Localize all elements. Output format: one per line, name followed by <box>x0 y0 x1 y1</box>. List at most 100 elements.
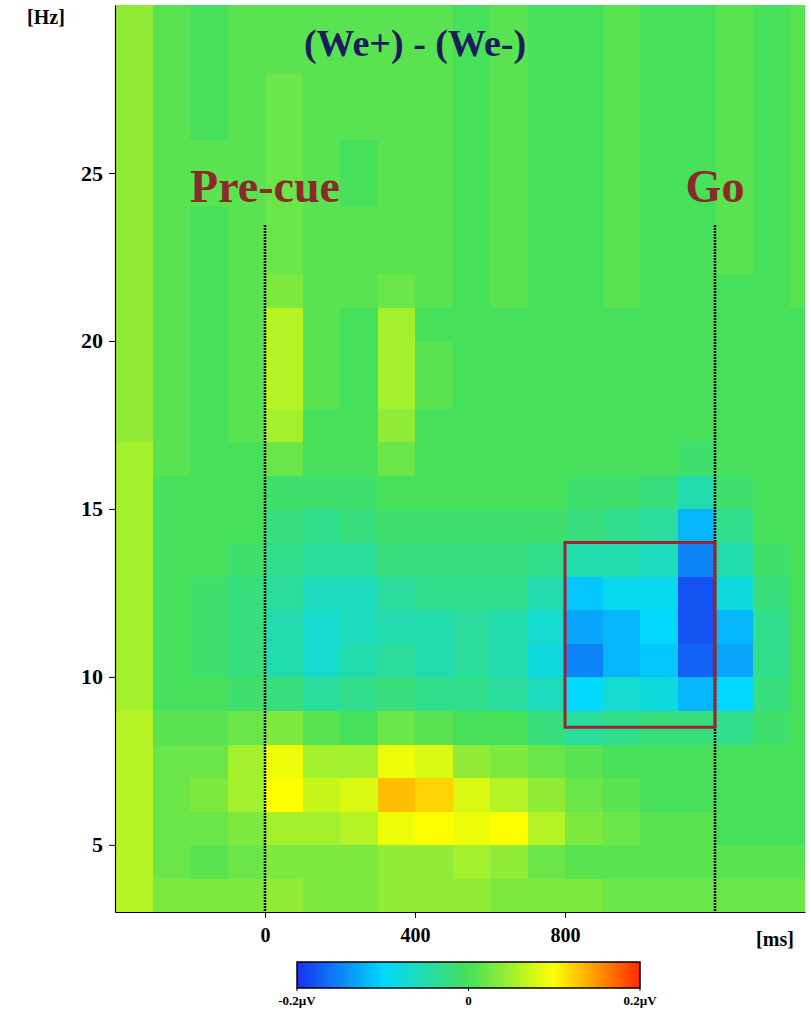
heatmap-cell <box>303 576 341 610</box>
heatmap-cell <box>453 72 491 106</box>
heatmap-cell <box>715 643 753 677</box>
heatmap-cell <box>153 811 191 845</box>
heatmap-cell <box>490 173 528 207</box>
heatmap-cell <box>678 509 716 543</box>
heatmap-cell <box>565 442 603 476</box>
colorbar-tick-label: 0.2µV <box>623 993 657 1008</box>
heatmap-cell <box>115 811 153 845</box>
heatmap-cell <box>115 39 153 73</box>
heatmap-cell <box>340 542 378 576</box>
heatmap-cell <box>753 274 791 308</box>
heatmap-cell <box>528 72 566 106</box>
heatmap-cell <box>378 442 416 476</box>
heatmap-cell <box>228 744 266 778</box>
heatmap-cell <box>115 442 153 476</box>
heatmap-cell <box>340 744 378 778</box>
heatmap-cell <box>753 576 791 610</box>
heatmap-cell <box>603 307 641 341</box>
heatmap-cell <box>115 677 153 711</box>
heatmap-cell <box>715 811 753 845</box>
heatmap-cell <box>753 542 791 576</box>
heatmap-cell <box>153 375 191 409</box>
heatmap-cell <box>115 509 153 543</box>
heatmap-cell <box>715 72 753 106</box>
heatmap-cell <box>228 710 266 744</box>
heatmap-cell <box>190 878 228 912</box>
heatmap-cell <box>603 274 641 308</box>
heatmap-cell <box>678 240 716 274</box>
heatmap-cell <box>753 106 791 140</box>
heatmap-cell <box>378 643 416 677</box>
heatmap-cell <box>565 475 603 509</box>
heatmap-cell <box>678 39 716 73</box>
heatmap-cell <box>715 744 753 778</box>
heatmap-cell <box>415 240 453 274</box>
heatmap-cell <box>603 341 641 375</box>
heatmap-cell <box>640 643 678 677</box>
heatmap-cell <box>265 240 303 274</box>
heatmap-cell <box>528 643 566 677</box>
heatmap-cell <box>453 475 491 509</box>
heatmap-cell <box>153 307 191 341</box>
heatmap-cell <box>790 139 805 173</box>
heatmap-cell <box>228 240 266 274</box>
heatmap-cell <box>640 240 678 274</box>
heatmap-cell <box>415 72 453 106</box>
heatmap-cell <box>678 341 716 375</box>
heatmap-cell <box>265 475 303 509</box>
heatmap-cell <box>340 341 378 375</box>
heatmap-cell <box>790 677 805 711</box>
heatmap-cell <box>715 408 753 442</box>
heatmap-cell <box>340 375 378 409</box>
heatmap-cell <box>678 5 716 39</box>
heatmap-cell <box>415 408 453 442</box>
heatmap-cell <box>303 744 341 778</box>
heatmap-cell <box>640 509 678 543</box>
heatmap-cell <box>190 442 228 476</box>
heatmap-cell <box>453 509 491 543</box>
heatmap-cell <box>303 375 341 409</box>
heatmap-cell <box>790 509 805 543</box>
heatmap-cell <box>190 39 228 73</box>
heatmap-cell <box>190 811 228 845</box>
heatmap-cell <box>715 610 753 644</box>
heatmap-cell <box>378 576 416 610</box>
heatmap-cell <box>228 610 266 644</box>
heatmap-cell <box>490 106 528 140</box>
heatmap-cell <box>190 576 228 610</box>
heatmap-cell <box>790 778 805 812</box>
heatmap-cell <box>565 576 603 610</box>
heatmap-cell <box>415 139 453 173</box>
tick-label: 15 <box>81 496 103 521</box>
heatmap-cell <box>678 72 716 106</box>
heatmap-cell <box>153 878 191 912</box>
heatmap-cell <box>228 375 266 409</box>
heatmap-cell <box>378 542 416 576</box>
heatmap-cell <box>265 509 303 543</box>
heatmap-cell <box>528 207 566 241</box>
heatmap-cell <box>415 442 453 476</box>
x-axis-line <box>116 912 806 913</box>
tick: 25 <box>81 161 115 186</box>
heatmap-cell <box>115 643 153 677</box>
heatmap-cell <box>790 5 805 39</box>
heatmap-cell <box>790 610 805 644</box>
heatmap-cell <box>415 845 453 879</box>
heatmap-cell <box>565 106 603 140</box>
heatmap-cell <box>790 274 805 308</box>
heatmap-cell <box>490 845 528 879</box>
heatmap-cells <box>115 5 805 912</box>
heatmap-cell <box>453 811 491 845</box>
heatmap-cell <box>153 72 191 106</box>
heatmap-cell <box>190 106 228 140</box>
heatmap-cell <box>453 710 491 744</box>
heatmap-cell <box>415 878 453 912</box>
heatmap-cell <box>790 442 805 476</box>
heatmap-cell <box>528 710 566 744</box>
heatmap-cell <box>265 5 303 39</box>
region-group <box>565 542 715 727</box>
heatmap-cell <box>678 408 716 442</box>
heatmap-cell <box>340 207 378 241</box>
heatmap-cell <box>303 542 341 576</box>
heatmap-cell <box>190 677 228 711</box>
